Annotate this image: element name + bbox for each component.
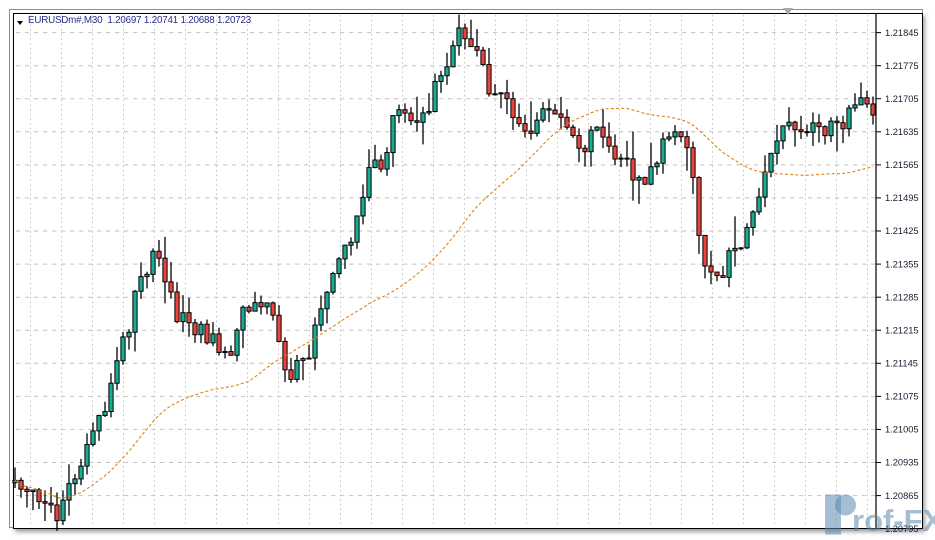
svg-text:1.21565: 1.21565 — [885, 160, 919, 170]
svg-text:1.21005: 1.21005 — [885, 425, 919, 435]
svg-text:1.21635: 1.21635 — [885, 127, 919, 137]
svg-text:1.21495: 1.21495 — [885, 193, 919, 203]
svg-text:rof-FX: rof-FX — [852, 503, 935, 538]
svg-text:1.21425: 1.21425 — [885, 226, 919, 236]
svg-text:1.21145: 1.21145 — [885, 359, 918, 369]
svg-text:1.21215: 1.21215 — [885, 325, 919, 335]
svg-text:1.21075: 1.21075 — [885, 392, 919, 402]
svg-text:1.21285: 1.21285 — [885, 292, 919, 302]
svg-text:1.21845: 1.21845 — [885, 28, 919, 38]
svg-text:1.21355: 1.21355 — [885, 259, 919, 269]
svg-text:1.21775: 1.21775 — [885, 61, 919, 71]
svg-text:1.21705: 1.21705 — [885, 94, 919, 104]
svg-text:1.20935: 1.20935 — [885, 458, 919, 468]
